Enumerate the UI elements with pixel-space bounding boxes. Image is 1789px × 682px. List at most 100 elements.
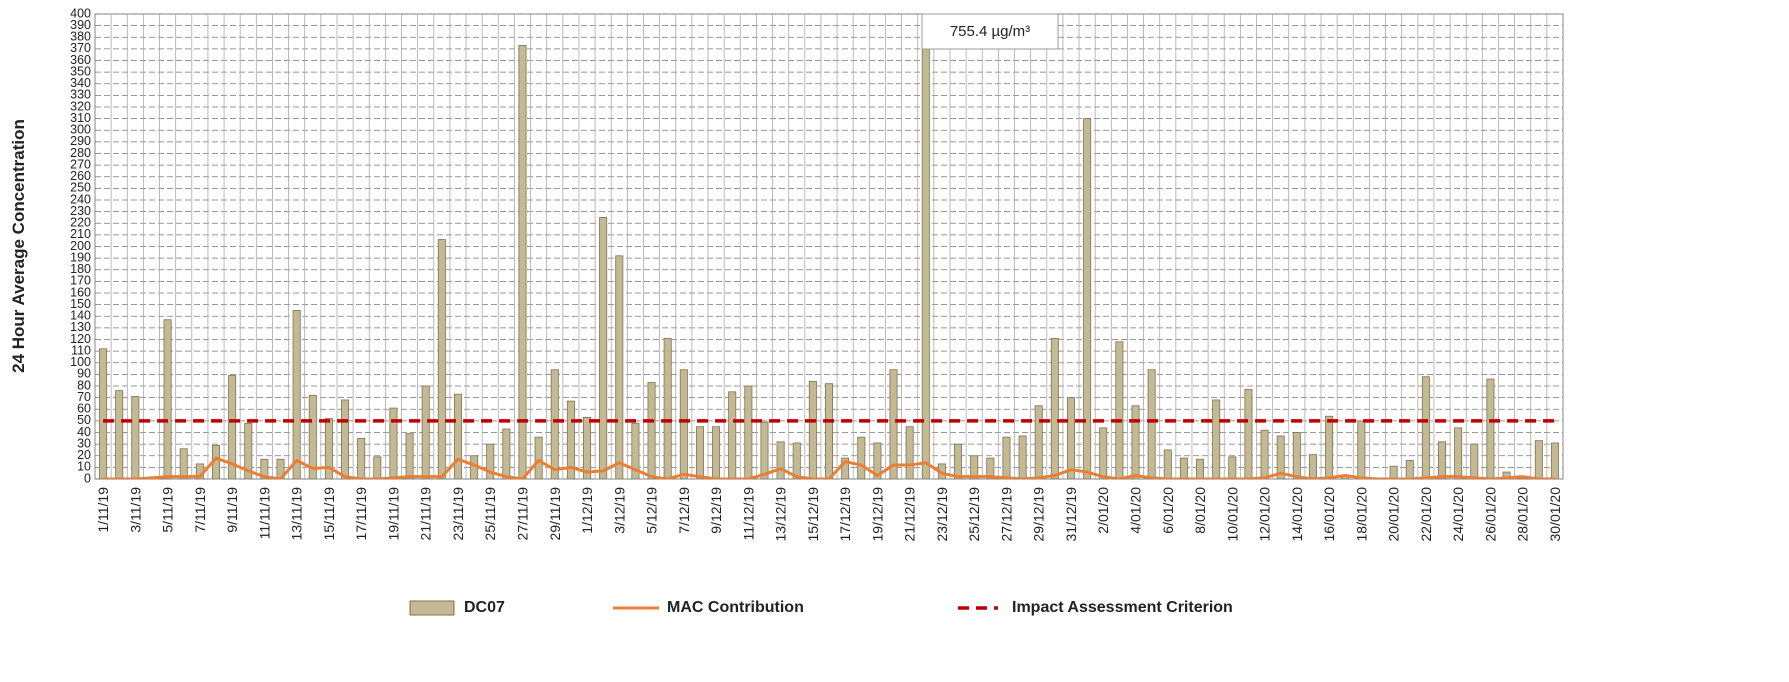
bar [695,426,704,479]
bar [1405,459,1414,479]
bar [179,448,188,479]
bar [647,382,656,479]
y-tick-label: 20 [77,448,91,462]
bar [115,390,124,479]
bar [228,375,237,479]
bar [1002,436,1011,479]
bar [599,217,608,479]
x-tick-label: 23/11/19 [450,487,466,541]
bar [744,385,753,479]
x-tick-label: 20/01/20 [1386,487,1402,542]
y-tick-label: 30 [77,436,91,450]
y-tick-label: 390 [70,18,91,32]
bar [970,455,979,479]
bar [631,422,640,479]
y-tick-label: 340 [70,76,91,90]
bar [1099,427,1108,479]
bar [1534,440,1543,479]
bar [421,385,430,479]
bar [131,396,140,479]
bar [1260,429,1269,479]
bar [583,416,592,479]
bar [712,426,721,479]
y-tick-label: 240 [70,192,91,206]
x-tick-label: 7/12/19 [676,487,692,534]
bar [1034,405,1043,479]
y-tick-label: 90 [77,367,91,381]
bar [373,456,382,479]
x-tick-label: 1/11/19 [95,487,111,533]
bar [502,428,511,479]
y-tick-label: 100 [70,355,91,369]
y-tick-label: 40 [77,425,91,439]
bar [1454,427,1463,479]
bar [1276,435,1285,479]
y-tick-label: 300 [70,123,91,137]
x-tick-label: 11/11/19 [256,487,272,540]
x-tick-label: 28/01/20 [1515,487,1531,542]
bar [260,458,269,479]
x-tick-label: 25/12/19 [966,487,982,542]
y-tick-label: 130 [70,320,91,334]
x-tick-label: 29/12/19 [1031,487,1047,542]
bar [1470,443,1479,479]
x-tick-label: 12/01/20 [1257,487,1273,542]
bar [437,239,446,479]
bar [341,399,350,479]
y-tick-label: 140 [70,309,91,323]
y-tick-label: 110 [71,343,91,357]
bar [905,426,914,479]
bar [324,418,333,479]
y-tick-label: 70 [77,390,91,404]
y-tick-label: 320 [70,99,91,113]
y-tick-label: 330 [70,88,91,102]
bar [615,255,624,479]
y-tick-label: 60 [77,402,91,416]
bar [405,433,414,479]
bar [1325,415,1334,479]
x-tick-label: 6/01/20 [1160,487,1176,534]
legend-label: Impact Assessment Criterion [1012,599,1233,616]
y-tick-label: 310 [70,111,91,125]
y-tick-label: 370 [70,41,91,55]
bar [986,457,995,479]
y-tick-label: 400 [70,6,91,20]
bar [1066,397,1075,479]
x-tick-label: 7/11/19 [192,487,208,533]
x-tick-label: 29/11/19 [547,487,563,541]
x-tick-label: 18/01/20 [1353,487,1369,542]
bar [486,443,495,479]
bar [1115,341,1124,479]
y-tick-label: 150 [70,297,91,311]
x-tick-label: 14/01/20 [1289,487,1305,542]
x-tick-label: 30/01/20 [1547,487,1563,542]
x-tick-label: 17/12/19 [837,487,853,542]
x-tick-label: 5/11/19 [160,487,176,533]
bar [518,44,527,479]
bar [1438,441,1447,479]
legend-label: DC07 [464,599,505,616]
bar [1292,432,1301,479]
annotation-box [921,13,1059,50]
bar [1486,378,1495,479]
y-tick-label: 160 [70,285,91,299]
y-axis-label: 24 Hour Average Concentration [9,119,28,373]
bar [921,14,930,479]
y-tick-label: 250 [70,181,91,195]
y-tick-label: 200 [70,239,91,253]
x-tick-label: 3/12/19 [611,487,627,534]
bar [808,380,817,479]
bar [244,422,253,479]
y-tick-label: 260 [70,169,91,183]
legend-swatch [409,600,455,616]
x-tick-label: 17/11/19 [353,487,369,541]
y-tick-label: 80 [77,378,91,392]
bar [453,393,462,479]
y-tick-label: 50 [77,413,91,427]
x-tick-label: 13/11/19 [289,487,305,541]
bar [760,421,769,479]
x-tick-label: 1/12/19 [579,487,595,534]
bar [825,383,834,479]
